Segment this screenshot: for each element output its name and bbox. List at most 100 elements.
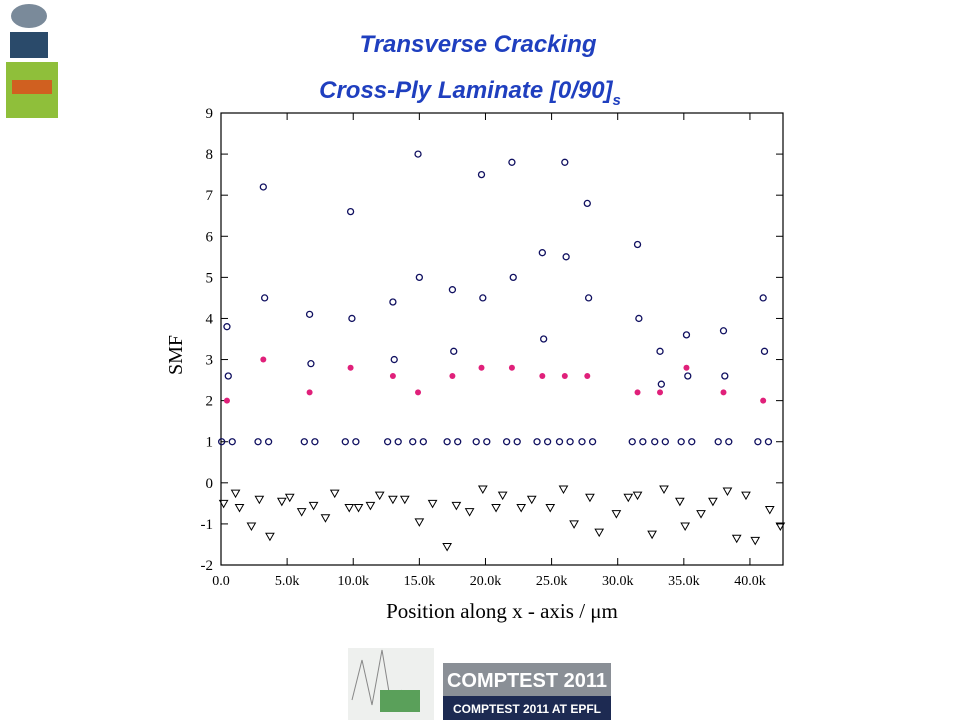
- dot-point: [478, 364, 485, 371]
- x-tick-label: 10.0k: [337, 574, 369, 589]
- dot-point: [449, 372, 456, 379]
- dot-point: [584, 372, 591, 379]
- triangle-point: [365, 501, 376, 511]
- circle-point: [307, 360, 315, 368]
- triangle-point: [594, 528, 605, 538]
- triangle-point: [284, 493, 295, 503]
- tei-logo: [6, 4, 58, 118]
- triangle-point: [477, 485, 488, 494]
- circle-point: [472, 438, 480, 446]
- triangle-point: [647, 530, 657, 540]
- circle-point: [448, 286, 457, 294]
- circle-point: [561, 158, 569, 166]
- dot-point: [260, 356, 267, 363]
- circle-point: [454, 438, 462, 446]
- triangle-point: [414, 518, 425, 527]
- y-tick-label: -1: [201, 517, 214, 533]
- circle-point: [389, 298, 397, 306]
- triangle-point: [230, 489, 241, 499]
- circle-point: [583, 199, 591, 208]
- dot-point: [347, 364, 354, 371]
- circle-point: [254, 438, 262, 446]
- plot-frame: [220, 112, 784, 566]
- dot-point: [657, 389, 664, 396]
- circle-point: [394, 438, 402, 446]
- triangle-point: [296, 508, 307, 517]
- triangle-point: [353, 503, 364, 513]
- circle-point: [639, 438, 647, 446]
- triangle-point: [741, 491, 751, 501]
- circle-point: [635, 314, 643, 323]
- circle-point: [754, 438, 762, 446]
- x-tick-label: 0.0: [212, 574, 230, 589]
- y-tick-label: 3: [206, 353, 214, 369]
- circle-point: [450, 347, 458, 355]
- circle-point: [677, 438, 685, 446]
- circle-point: [682, 331, 691, 339]
- triangle-point: [388, 495, 398, 505]
- y-axis-label: SMF: [165, 335, 187, 375]
- circle-point: [533, 438, 541, 446]
- circle-point: [656, 347, 664, 355]
- circle-point: [540, 335, 548, 343]
- triangle-point: [674, 497, 685, 507]
- triangle-point: [329, 489, 340, 499]
- circle-point: [443, 438, 451, 446]
- circle-point: [508, 158, 516, 166]
- plot: -2 -1 0 1 2 3 4 5 6 7 8 9 0.0 5.0k 10.0k 15.0k 20.0k 25.0…: [201, 106, 786, 589]
- y-tick-label: 8: [206, 147, 214, 163]
- circle-point: [543, 438, 552, 446]
- circle-point: [479, 294, 487, 302]
- triangle-point: [464, 508, 475, 517]
- triangle-point: [451, 501, 462, 511]
- circle-point: [228, 438, 236, 446]
- dot-point: [415, 389, 422, 396]
- title: Transverse Cracking: [359, 31, 596, 58]
- circle-point: [509, 273, 517, 282]
- triangle-point: [623, 493, 634, 503]
- circle-point: [348, 314, 356, 323]
- y-tick-label: 4: [206, 311, 214, 327]
- banner: COMPTEST 2011: [447, 670, 607, 692]
- circle-point: [588, 438, 597, 446]
- triangle-point: [680, 522, 691, 531]
- circle-point: [721, 372, 729, 380]
- circle-point: [415, 273, 424, 282]
- circle-point: [684, 372, 692, 380]
- triangle-point: [320, 514, 331, 523]
- circle-point: [419, 438, 427, 446]
- circle-point: [538, 249, 546, 257]
- triangle-point: [558, 485, 569, 494]
- x-tick-label: 35.0k: [668, 574, 700, 589]
- triangle-point: [764, 506, 775, 515]
- triangle-point: [276, 497, 287, 507]
- circle-point: [760, 347, 769, 355]
- triangle-point: [708, 497, 718, 507]
- circle-point: [264, 438, 273, 446]
- dot-point: [508, 364, 515, 371]
- circle-point: [578, 438, 586, 446]
- x-tick-label: 5.0k: [275, 574, 300, 589]
- circle-point: [224, 372, 232, 380]
- triangle-point: [632, 491, 643, 501]
- circle-point: [409, 438, 417, 446]
- triangle-point: [526, 495, 537, 505]
- x-tick-label: 25.0k: [536, 574, 568, 589]
- triangle-point: [246, 522, 257, 531]
- subtitle-main: Cross-Ply Laminate [0/90]: [319, 77, 613, 104]
- y-tick-label: -2: [201, 558, 214, 574]
- circle-point: [633, 240, 642, 249]
- x-tick-label: 30.0k: [602, 574, 634, 589]
- circle-point: [584, 294, 593, 302]
- circle-point: [259, 183, 267, 191]
- x-tick-label: 15.0k: [404, 574, 436, 589]
- triangle-point: [254, 495, 265, 505]
- y-tick-label: 9: [206, 106, 214, 122]
- subtitle-subscript: s: [613, 92, 621, 109]
- x-axis-label: Position along x - axis / μm: [386, 599, 618, 623]
- circle-point: [566, 438, 574, 446]
- dot-point: [223, 397, 230, 404]
- circle-point: [628, 438, 636, 446]
- triangle-point: [491, 503, 501, 513]
